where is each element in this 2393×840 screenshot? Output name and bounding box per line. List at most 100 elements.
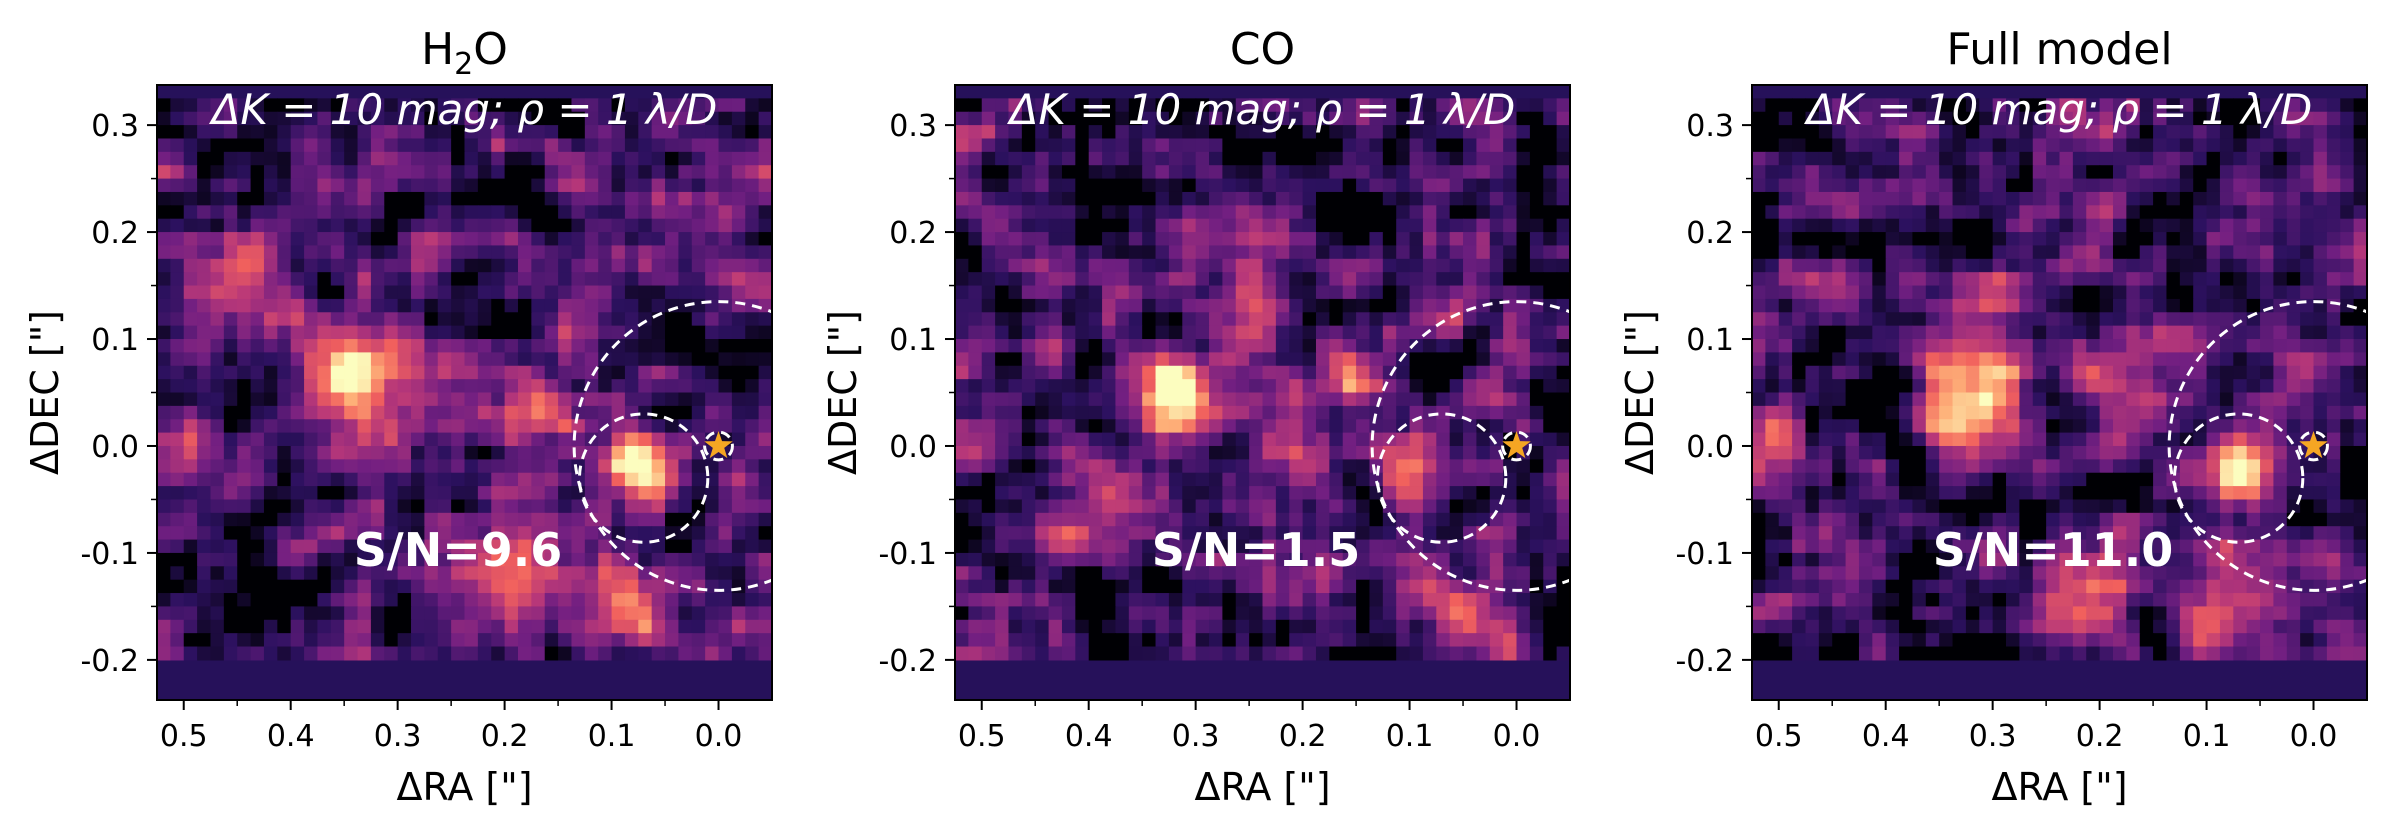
heatmap-cell [624,285,639,300]
heatmap-cell [317,552,332,567]
heatmap-cell [544,138,559,153]
heatmap-cell [731,499,746,514]
heatmap-cell [1088,566,1103,581]
heatmap-cell [1262,125,1277,140]
heatmap-cell [1369,272,1384,287]
heatmap-cell [237,272,252,287]
heatmap-cell [2179,272,2194,287]
heatmap-cell [1115,352,1130,367]
heatmap-cell [745,606,760,621]
heatmap-cell [1965,272,1980,287]
heatmap-cell [2006,205,2020,220]
heatmap-cell [263,459,278,474]
heatmap-cell [1818,138,1833,153]
heatmap-cell [1476,205,1491,220]
heatmap-cell [1556,405,1570,420]
heatmap-cell [277,138,292,153]
heatmap-cell [1048,633,1063,648]
heatmap-cell [1329,646,1344,661]
heatmap-cell [2046,365,2061,380]
heatmap-cell [2059,352,2074,367]
heatmap-cell [1765,285,1780,300]
x-tick-label: 0.4 [1065,719,1113,754]
heatmap-cell [1342,339,1357,353]
heatmap-cell [1315,472,1330,487]
heatmap-cell [558,325,573,340]
heatmap-cell [691,405,706,420]
heatmap-cell [1275,138,1290,153]
heatmap-cell [344,325,359,340]
heatmap-cell [317,486,332,501]
heatmap-cell [370,432,385,447]
heatmap-cell [1102,526,1117,541]
heatmap-cell [477,566,492,581]
heatmap-cell [1155,566,1170,581]
heatmap-cell [968,325,983,340]
heatmap-cell [2340,285,2355,300]
heatmap-cell [624,298,639,313]
heatmap-cell [330,486,345,501]
heatmap-cell [1235,566,1250,581]
heatmap-cell [170,459,185,474]
heatmap-cell [1302,633,1317,648]
heatmap-cell [1965,258,1980,273]
heatmap-cell [517,405,532,420]
heatmap-cell [1382,325,1397,340]
heatmap-cell [1409,98,1424,113]
heatmap-cell [397,352,412,367]
heatmap-cell [1209,566,1223,581]
heatmap-cell [955,285,969,300]
heatmap-cell [2059,325,2074,340]
heatmap-cell [1249,165,1264,180]
heatmap-cell [1275,98,1290,113]
heatmap-cell [1128,552,1143,567]
heatmap-cell [2166,325,2181,340]
heatmap-cell [183,111,198,126]
heatmap-cell [1342,218,1357,233]
heatmap-cell [1952,191,1967,206]
heatmap-cell [651,646,666,661]
heatmap-cell [624,339,639,353]
heatmap-cell [2246,138,2261,153]
heatmap-cell [1489,205,1504,220]
heatmap-cell [1168,432,1183,447]
x-tick-label: 0.1 [1386,719,1434,754]
heatmap-cell [1342,245,1357,260]
ticks: 0.5 0.4 0.3 0.2 0.1 0.00.30.20.10.0-0.1-0.2 [80,109,742,754]
heatmap-cell [384,111,399,126]
heatmap-cell [504,566,519,581]
heatmap [955,85,1570,700]
heatmap-cell [691,272,706,287]
heatmap-cell [344,419,359,434]
heatmap-cell [558,405,573,420]
heatmap-cell [1008,579,1023,594]
heatmap-cell [1088,593,1103,608]
heatmap-cell [304,285,319,300]
heatmap-cell [968,432,983,447]
heatmap-cell [1382,526,1397,541]
heatmap-cell [1463,111,1478,126]
heatmap-cell [317,98,332,113]
heatmap-cell [304,579,319,594]
heatmap-cell [2099,352,2114,367]
heatmap-cell [464,459,479,474]
heatmap-cell [1075,138,1090,153]
heatmap-cell [344,125,359,140]
heatmap-cell [758,245,772,260]
heatmap-cell [223,178,238,193]
heatmap-cell [1235,111,1250,126]
heatmap-cell [1489,419,1504,434]
heatmap-cell [1289,272,1304,287]
heatmap-cell [477,526,492,541]
heatmap-cell [477,98,492,113]
heatmap-cell [638,392,653,407]
heatmap-cell [1128,566,1143,581]
heatmap-cell [157,392,171,407]
heatmap-cell [2193,151,2208,166]
heatmap-cell [665,499,680,514]
heatmap-cell [157,191,171,206]
heatmap-cell [1061,285,1076,300]
heatmap-cell [955,339,969,353]
y-tick-label: 0.0 [91,430,139,465]
heatmap-cell [183,633,198,648]
